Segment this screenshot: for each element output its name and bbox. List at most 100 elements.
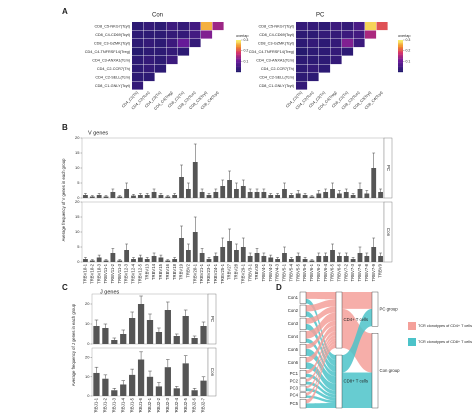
heat-cell — [166, 30, 178, 39]
flow — [306, 325, 336, 363]
y-tick-label: 5 — [77, 244, 80, 249]
bar — [120, 334, 127, 344]
bar — [309, 260, 315, 262]
group-node — [371, 333, 379, 409]
heat-cell — [132, 47, 144, 56]
heat-cell — [307, 30, 319, 39]
sample-label: Con4 — [288, 334, 299, 339]
x-tick-label: TRBV7-8 — [364, 263, 369, 281]
bar — [182, 363, 189, 396]
colorbar-step — [398, 70, 403, 73]
bar — [371, 247, 377, 262]
heat-cell — [319, 64, 331, 73]
heat-cell — [155, 30, 167, 39]
bar — [129, 318, 136, 344]
x-tick-label: TRBV6-6 — [337, 263, 342, 281]
colorbar-step — [236, 56, 241, 58]
heat-cell — [307, 39, 319, 48]
bar — [343, 256, 349, 262]
colorbar-tick-label: 0.2 — [244, 49, 249, 53]
heat-cell — [319, 30, 331, 39]
x-tick-label: TRBV28 — [234, 263, 239, 280]
x-tick-label: TRBV16 — [165, 263, 170, 280]
row-label: CD8_C5-NKG7(Tcyt) — [259, 24, 295, 28]
row-label: CD8_C5-NKG7(Tcyt) — [95, 24, 131, 28]
x-tick-label: TRBV9 — [378, 263, 383, 277]
colorbar-step — [236, 45, 241, 47]
sample-label: PC5 — [290, 401, 299, 406]
x-tick-label: TRBV4-2 — [268, 263, 273, 281]
x-tick-label: TRBV23-1 — [206, 263, 211, 283]
x-tick-label: TRBJ2-2 — [156, 397, 161, 413]
x-tick-label: TRBV6-1 — [309, 263, 314, 281]
heat-cell — [330, 39, 342, 48]
flow — [306, 373, 336, 395]
bar — [309, 196, 315, 198]
x-tick-label: TRBV19 — [179, 263, 184, 280]
heat-cell — [143, 47, 155, 56]
heat-cell — [178, 22, 190, 31]
panel-letter: B — [62, 123, 68, 132]
y-tick-label: 20 — [75, 199, 80, 204]
x-tick-label: TRBJ2-6 — [192, 397, 197, 413]
bar — [172, 195, 178, 198]
bar — [151, 192, 157, 198]
row-label: CD8_C3-GZMK(Tcyt) — [94, 41, 131, 45]
bar — [302, 259, 308, 262]
heat-cell — [296, 30, 308, 39]
bar — [144, 195, 150, 198]
x-tick-label: TRBV18 — [172, 263, 177, 280]
y-tick-label: 10 — [75, 229, 80, 234]
y-tick-label: 20 — [85, 355, 90, 360]
flow — [306, 323, 336, 372]
bar — [200, 380, 207, 396]
colorbar-tick-label: 0.3 — [244, 38, 249, 42]
sample-label: Con3 — [288, 321, 299, 326]
bar — [124, 250, 130, 262]
row-label: CD4_C2-SELL(Tcm) — [95, 75, 130, 79]
flow — [342, 308, 372, 373]
legend-label: TCR clonotypes of CD8+ T cells — [418, 340, 472, 344]
colorbar-step — [236, 60, 241, 62]
colorbar-step — [398, 58, 403, 61]
x-tick-label: TRBV5-6 — [302, 263, 307, 281]
x-tick-label: TRBV6-4 — [323, 263, 328, 281]
sample-node — [299, 304, 307, 317]
x-tick-label: TRBV12-3 — [124, 263, 129, 283]
y-tick-label: 15 — [75, 214, 80, 219]
heat-cell — [132, 56, 144, 65]
colorbar-step — [236, 53, 241, 55]
heat-cell — [189, 39, 201, 48]
x-tick-label: TRBV10-3 — [96, 263, 101, 283]
row-label: CD4_C4-TNFRSF14(Treg) — [249, 50, 295, 54]
row-label: CD8_C1-GNLY(Tcyt) — [259, 84, 295, 88]
bar — [234, 189, 239, 198]
flow — [306, 331, 336, 374]
bar — [158, 195, 164, 198]
colorbar-step — [398, 64, 403, 66]
sample-node — [299, 291, 307, 304]
row-label: CD8_C4-CD69(Tcyt) — [259, 33, 295, 37]
heat-cell — [201, 22, 213, 31]
bar — [302, 195, 308, 198]
x-tick-label: TRBV24-1 — [213, 263, 218, 283]
legend-label: TCR clonotypes of CD4+ T cells — [418, 324, 472, 328]
heat-cell — [166, 39, 178, 48]
x-tick-label: TRBV10-2 — [89, 263, 94, 283]
bar — [330, 250, 335, 262]
heat-cell — [166, 47, 178, 56]
x-tick-label: TRBJ1-2 — [103, 397, 108, 413]
cell-type-label: CD4+ T cells — [344, 317, 369, 322]
colorbar-step — [398, 50, 403, 53]
bar — [227, 180, 232, 198]
colorbar-step — [236, 65, 241, 67]
x-tick-label: TRBJ2-5 — [183, 397, 188, 413]
flow — [306, 343, 336, 404]
strip-label: PC — [210, 316, 215, 323]
x-tick-label: TRBJ1-1 — [94, 397, 99, 413]
bar — [357, 253, 363, 262]
sample-node — [299, 392, 307, 399]
colorbar-step — [236, 70, 241, 73]
bar — [192, 162, 198, 198]
flow — [342, 372, 372, 408]
